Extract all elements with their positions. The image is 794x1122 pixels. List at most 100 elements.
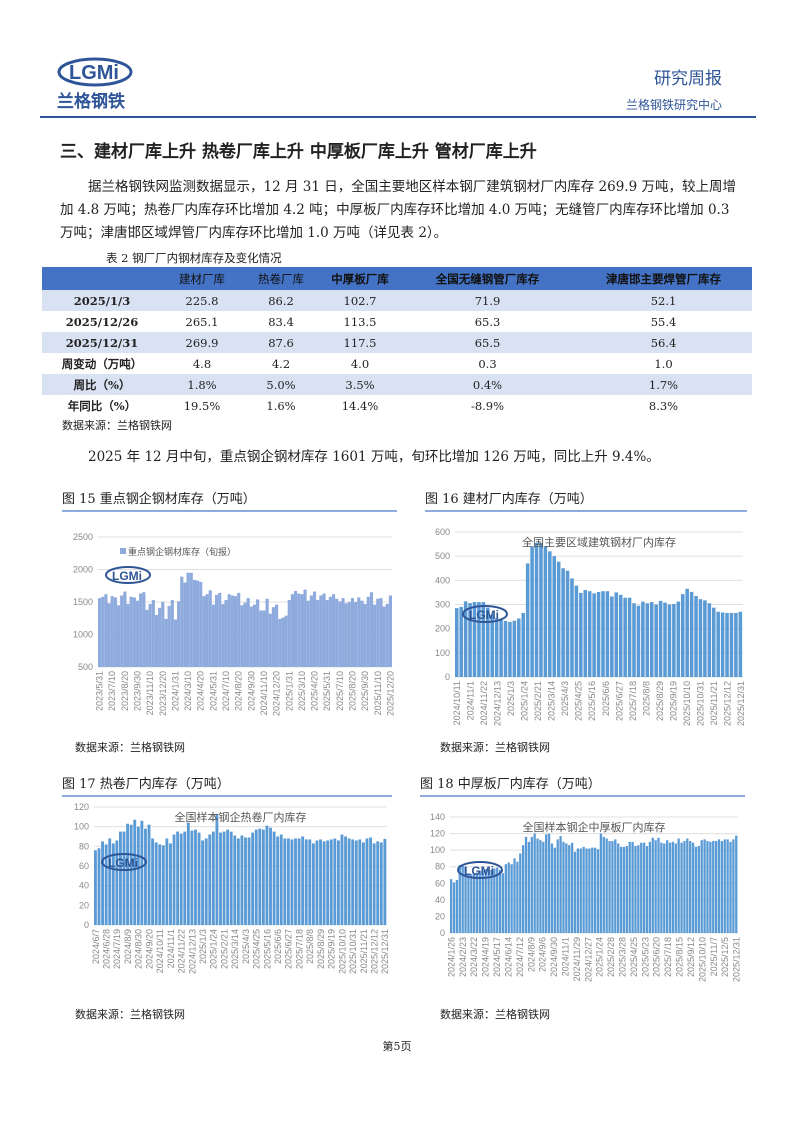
table-row: 2025/1/3 225.8 86.2 102.7 71.9 52.1 [42, 290, 752, 311]
bar [484, 869, 487, 933]
bar [691, 842, 695, 933]
bar [725, 612, 729, 677]
x-tick-label: 2024/3/22 [469, 937, 479, 977]
x-tick-label: 2024/3/10 [183, 671, 193, 711]
x-tick-label: 2025/12/5 [720, 937, 730, 977]
bar [351, 839, 355, 925]
legend-swatch [120, 548, 126, 554]
bar [698, 599, 703, 677]
bar [548, 551, 552, 677]
bar [325, 600, 329, 667]
legend-label: 全国样本钢企热卷厂内库存 [175, 810, 307, 824]
bar [618, 594, 623, 677]
bar [369, 837, 372, 925]
bar [703, 600, 707, 677]
bar [240, 605, 244, 667]
x-tick-label: 2025/12/31 [380, 929, 390, 974]
bar [197, 832, 201, 925]
bar [508, 621, 512, 677]
bar [236, 838, 240, 925]
bar [135, 600, 140, 667]
bar [322, 841, 326, 925]
bar [553, 847, 556, 933]
bar [648, 841, 652, 933]
bar [676, 601, 681, 677]
table-row: 年同比（%） 19.5% 1.6% 14.4% -8.9% 8.3% [42, 395, 752, 416]
bar [697, 846, 700, 933]
y-tick-label: 300 [435, 600, 450, 610]
bar [322, 593, 326, 667]
x-tick-label: 2025/8/20 [347, 671, 357, 711]
bar [261, 829, 265, 925]
bar [290, 594, 294, 667]
cell: 65.3 [474, 314, 501, 329]
bar [592, 593, 596, 677]
bar [504, 864, 508, 933]
col-header: 全国无缝钢管厂库存 [400, 267, 575, 290]
watermark-logo-icon [457, 861, 503, 879]
bar [101, 841, 105, 925]
bar [605, 591, 610, 677]
y-tick-label: 80 [79, 841, 89, 851]
lgmi-logo: LGMi 兰格钢铁 [57, 57, 133, 112]
y-tick-label: 120 [430, 829, 445, 839]
bar [344, 603, 348, 667]
x-tick-label: 2025/8/8 [305, 929, 315, 964]
cell: 55.4 [650, 314, 677, 329]
cell: 1.0 [654, 356, 673, 371]
col-header [42, 267, 162, 290]
bar [254, 829, 258, 925]
bar [533, 833, 536, 933]
bar [169, 843, 172, 925]
bar [256, 599, 260, 667]
bar [189, 572, 193, 667]
watermark-logo-icon [462, 605, 508, 623]
bar [493, 868, 496, 933]
bar [470, 874, 473, 933]
table-row: 2025/12/26 265.1 83.4 113.5 65.3 55.4 [42, 311, 752, 332]
bar [622, 846, 626, 933]
bar [645, 846, 649, 933]
x-tick-label: 2024/4/19 [481, 937, 491, 977]
bar [304, 839, 308, 925]
bar [667, 604, 672, 677]
cell: 269.9 [162, 332, 242, 353]
bar [211, 831, 215, 925]
bar [190, 830, 194, 925]
x-tick-label: 2025/7/10 [335, 671, 345, 711]
x-tick-label: 2025/5/16 [587, 681, 597, 721]
bar [358, 839, 362, 925]
bar [709, 841, 712, 933]
bar [524, 836, 528, 933]
bar [208, 590, 212, 667]
bar [458, 865, 461, 933]
bar [717, 839, 721, 933]
x-tick-label: 2024/4/20 [196, 671, 206, 711]
table-caption: 表 2 钢厂厂内钢材库存及变化情况 [106, 251, 282, 265]
bar [738, 611, 743, 677]
bar [251, 832, 255, 925]
x-tick-label: 2025/1/24 [595, 937, 605, 977]
bar [674, 843, 677, 933]
bar [306, 600, 310, 667]
report-type: 研究周报 [654, 69, 722, 89]
x-tick-label: 2024/12/13 [493, 681, 503, 726]
bar [101, 596, 105, 667]
bar [319, 839, 322, 925]
bar [336, 840, 340, 925]
x-tick-label: 2024/9/30 [246, 671, 256, 711]
bar [132, 597, 136, 667]
bar [732, 839, 735, 933]
bar [369, 592, 374, 667]
bar [519, 853, 522, 933]
x-tick-label: 2025/12/12 [369, 929, 379, 974]
chart-source: 数据来源：兰格钢铁网 [440, 1008, 550, 1021]
x-tick-label: 2025/10/10 [697, 937, 707, 982]
bar [634, 846, 637, 933]
x-tick-label: 2025/1/24 [520, 681, 530, 721]
x-tick-label: 2025/1/3 [198, 929, 208, 964]
bar [354, 840, 358, 925]
bar [360, 600, 364, 667]
bar [331, 594, 336, 667]
